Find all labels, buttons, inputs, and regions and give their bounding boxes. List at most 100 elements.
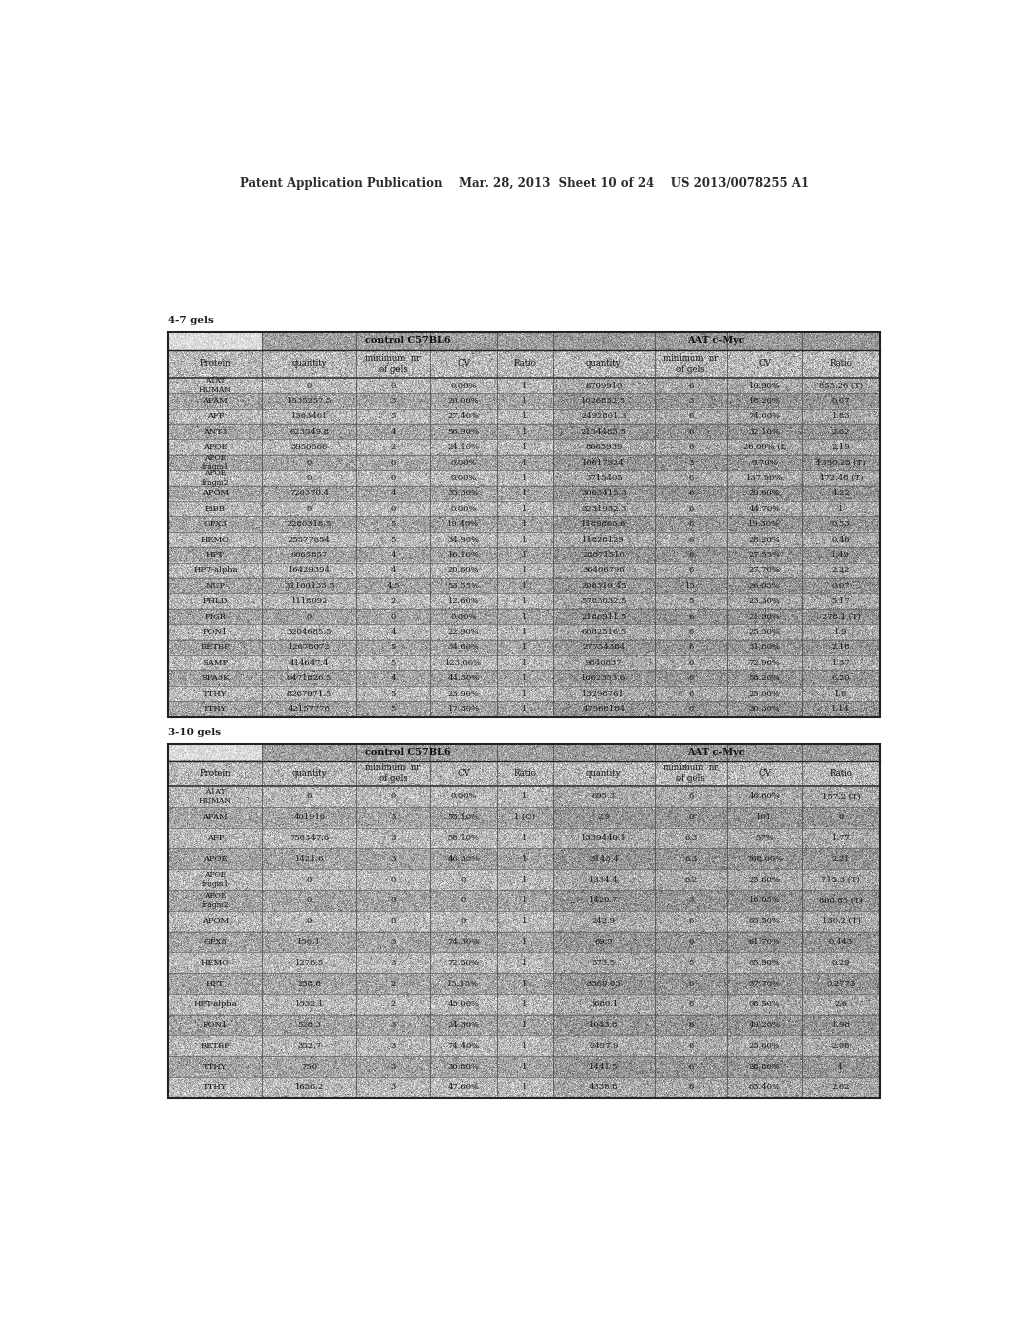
Text: 08.50%: 08.50% [749,1001,780,1008]
Text: 25.00%: 25.00% [749,689,780,697]
Text: 1.83: 1.83 [831,412,850,420]
Text: 28.20%: 28.20% [749,536,780,544]
Text: 44.70%: 44.70% [749,504,780,512]
Text: 6: 6 [688,444,693,451]
Text: 28.80%: 28.80% [749,1063,780,1071]
Text: 528.3: 528.3 [297,1022,322,1030]
Text: ANT3: ANT3 [203,428,227,436]
Text: 0.00%: 0.00% [451,458,477,466]
Text: 34.60%: 34.60% [447,643,479,651]
Text: 16.10%: 16.10% [447,550,479,558]
Text: AAT c-Myc: AAT c-Myc [687,747,745,756]
Text: 2: 2 [390,1001,396,1008]
Text: 1 (C): 1 (C) [514,813,536,821]
Text: 25577654: 25577654 [288,536,331,544]
Text: minimum  nr
of gels: minimum nr of gels [664,763,719,783]
Text: 25.30%: 25.30% [749,628,780,636]
Text: 1189865.6: 1189865.6 [581,520,627,528]
Text: 1: 1 [522,1084,527,1092]
Text: 1350.25 (T): 1350.25 (T) [816,458,865,466]
Text: 74.00%: 74.00% [749,412,780,420]
Text: 27.40%: 27.40% [447,412,479,420]
Text: 5: 5 [688,958,693,966]
Text: 258.8: 258.8 [297,979,322,987]
Text: 23.30%: 23.30% [749,597,780,605]
Text: 32.10%: 32.10% [749,428,780,436]
Text: 72.90%: 72.90% [749,659,780,667]
Text: 0.00%: 0.00% [451,381,477,389]
Text: 46.60%: 46.60% [749,792,780,800]
Text: 19.30%: 19.30% [749,520,780,528]
Text: 1420.7: 1420.7 [589,896,618,904]
Text: 2.9: 2.9 [597,813,610,821]
Text: 1: 1 [522,597,527,605]
Text: 28871510: 28871510 [583,550,625,558]
Text: 2154483.5: 2154483.5 [581,428,627,436]
Text: 6: 6 [688,939,693,946]
Text: 2492801.3: 2492801.3 [581,412,627,420]
Text: TTHY: TTHY [203,705,227,713]
Text: 2186911.5: 2186911.5 [581,612,627,620]
Text: 3950566: 3950566 [291,444,328,451]
Text: 4: 4 [390,490,396,498]
Text: 46.30%: 46.30% [447,855,479,863]
Text: quantity: quantity [292,768,327,777]
Text: 6.2: 6.2 [684,875,697,883]
Text: 34.90%: 34.90% [447,536,479,544]
Text: 25.60%: 25.60% [749,875,780,883]
Text: 0: 0 [390,917,396,925]
Text: 3: 3 [688,397,693,405]
Text: 1.49: 1.49 [831,550,850,558]
Text: 278.1 (T): 278.1 (T) [821,612,860,620]
Text: 6: 6 [688,792,693,800]
Text: 6: 6 [688,504,693,512]
Text: 3-10 gels: 3-10 gels [168,729,221,738]
Text: TTHY: TTHY [203,689,227,697]
Text: 2280318.5: 2280318.5 [287,520,332,528]
Text: 6: 6 [688,612,693,620]
Text: 4.5: 4.5 [386,582,400,590]
Text: 3204685.5: 3204685.5 [287,628,332,636]
Text: 58.10%: 58.10% [447,834,479,842]
Text: 6: 6 [688,550,693,558]
Text: 74.30%: 74.30% [447,939,479,946]
Text: 1: 1 [522,474,527,482]
Text: 1: 1 [522,896,527,904]
Text: 715.3 (T): 715.3 (T) [821,875,860,883]
Text: 1043.8: 1043.8 [589,1022,618,1030]
Text: 3063415.3: 3063415.3 [581,490,627,498]
Text: 5: 5 [390,520,396,528]
Text: 3: 3 [688,896,693,904]
Text: 56.90%: 56.90% [447,428,479,436]
Text: 6: 6 [688,675,693,682]
Text: Ratio: Ratio [513,768,537,777]
Text: Protein: Protein [200,768,231,777]
Text: 1.14: 1.14 [831,705,850,713]
Text: 2.62: 2.62 [831,428,850,436]
Text: 3: 3 [390,1022,396,1030]
Text: TTHY: TTHY [203,1063,227,1071]
Text: 1535257.5: 1535257.5 [287,397,332,405]
Text: 0.00%: 0.00% [451,612,477,620]
Text: 9840837: 9840837 [585,659,623,667]
Text: 0.53: 0.53 [831,520,850,528]
Text: 6: 6 [688,1041,693,1049]
Text: 0.2773: 0.2773 [826,979,855,987]
Text: 15: 15 [685,582,696,590]
Text: 0.07: 0.07 [831,582,850,590]
Text: 27754384: 27754384 [583,643,626,651]
Text: 1: 1 [522,428,527,436]
Text: 373.5: 373.5 [592,958,615,966]
Text: 123.00%: 123.00% [445,659,482,667]
Text: 37.70%: 37.70% [749,979,780,987]
Text: 2.22: 2.22 [831,566,850,574]
Text: 58.20%: 58.20% [749,675,780,682]
Text: 4-7 gels: 4-7 gels [168,317,214,326]
Text: 3: 3 [390,1063,396,1071]
Text: 4: 4 [390,428,396,436]
Text: 1: 1 [522,979,527,987]
Text: 5: 5 [390,536,396,544]
Text: 137.90%: 137.90% [745,474,783,482]
Text: 855.26 (T): 855.26 (T) [819,381,863,389]
Text: GPX3: GPX3 [204,520,227,528]
